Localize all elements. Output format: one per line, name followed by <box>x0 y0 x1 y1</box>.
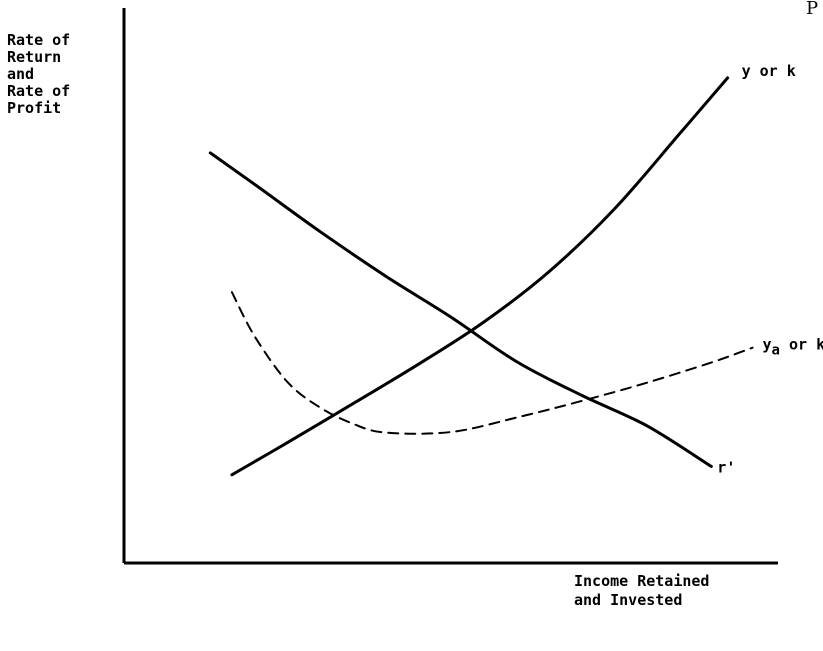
x-axis-label-line: Income Retained <box>574 572 814 591</box>
y-axis-label-line: Return <box>7 49 117 66</box>
series-label: r' <box>717 458 735 476</box>
series-line <box>232 292 753 434</box>
series-layer <box>210 78 752 475</box>
page-mark: P <box>806 0 818 19</box>
y-axis-label-line: Rate of <box>7 83 117 100</box>
series-line <box>232 78 728 475</box>
series-label: y or k <box>742 62 796 80</box>
y-axis-label-line: Profit <box>7 100 117 117</box>
y-axis-label: Rate of Return and Rate of Profit <box>7 32 117 117</box>
series-label-layer: y or k r' ya or ka <box>717 62 823 477</box>
x-axis-label: Income Retained and Invested <box>574 572 814 610</box>
x-axis-label-line: and Invested <box>574 591 814 610</box>
series-line <box>210 153 711 467</box>
y-axis-label-line: and <box>7 66 117 83</box>
y-axis-label-line: Rate of <box>7 32 117 49</box>
series-label: ya or ka <box>763 336 823 359</box>
